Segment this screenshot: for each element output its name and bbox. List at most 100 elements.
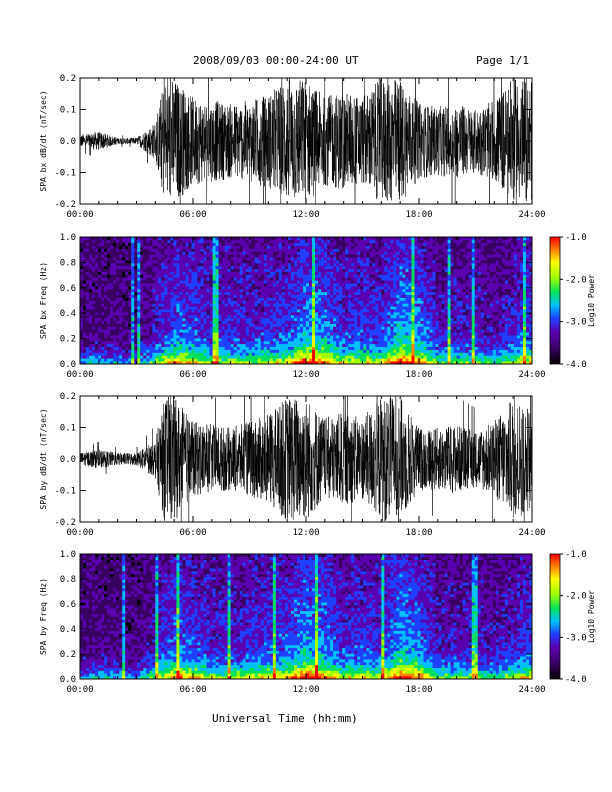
- bx-spectrogram-cell: [140, 323, 144, 327]
- bx-spectrogram-cell: [348, 274, 352, 278]
- bx-spectrogram-cell: [179, 294, 183, 298]
- bx-spectrogram-cell: [215, 239, 219, 244]
- bx-spectrogram-cell: [224, 297, 228, 301]
- bx-spectrogram-cell: [369, 355, 373, 359]
- bx-spectrogram-cell: [86, 283, 90, 287]
- bx-spectrogram-cell: [284, 248, 289, 252]
- bx-spectrogram-cell: [245, 288, 250, 293]
- bx-spectrogram-cell: [239, 314, 244, 319]
- bx-spectrogram-cell: [158, 262, 162, 267]
- bx-spectrogram-cell: [363, 358, 367, 362]
- bx-spectrogram-cell: [375, 280, 379, 284]
- bx-spectrogram-cell: [80, 303, 84, 307]
- bx-spectrogram-cell: [342, 271, 346, 275]
- bx-spectrogram-cell: [369, 251, 373, 255]
- bx-spectrogram-cell: [227, 326, 231, 330]
- bx-spectrogram-cell: [312, 329, 316, 333]
- bx-spectrogram-cell: [92, 257, 96, 261]
- bx-spectrogram-cell: [360, 286, 364, 290]
- bx-spectrogram-cell: [110, 245, 114, 249]
- bx-spectrogram-cell: [260, 338, 265, 342]
- bx-spectrogram-cell: [333, 254, 337, 258]
- bx-spectrogram-cell: [236, 245, 240, 249]
- bx-spectrogram-cell: [212, 303, 216, 307]
- bx-spectrogram-cell: [113, 297, 117, 301]
- bx-spectrogram-cell: [218, 274, 222, 278]
- bx-spectrogram-cell: [254, 280, 259, 284]
- bx-spectrogram-cell: [92, 338, 96, 342]
- bx-spectrogram-cell: [83, 242, 87, 246]
- bx-spectrogram-cell: [95, 335, 99, 339]
- bx-spectrogram-cell: [194, 274, 198, 278]
- bx-spectrogram-cell: [167, 262, 171, 267]
- bx-spectrogram-cell: [215, 237, 219, 241]
- bx-spectrogram-cell: [230, 286, 234, 290]
- bx-spectrogram-cell: [306, 361, 310, 365]
- bx-spectrogram-cell: [360, 280, 364, 284]
- bx-spectrogram-cell: [98, 245, 102, 249]
- bx-spectrogram-cell: [411, 335, 415, 339]
- bx-spectrogram-cell: [309, 309, 313, 313]
- bx-spectrogram-cell: [227, 349, 231, 353]
- bx-spectrogram-cell: [393, 262, 397, 267]
- bx-spectrogram-cell: [212, 309, 216, 313]
- bx-spectrogram-cell: [381, 271, 385, 275]
- bx-spectrogram-cell: [215, 312, 219, 316]
- bx-spectrogram-cell: [170, 358, 174, 362]
- bx-spectrogram-cell: [251, 265, 256, 270]
- bx-spectrogram-cell: [408, 248, 412, 252]
- bx-spectrogram-cell: [251, 309, 256, 313]
- bx-spectrogram-cell: [170, 271, 174, 275]
- bx-spectrogram-cell: [366, 254, 370, 258]
- bx-spectrogram-cell: [212, 317, 216, 322]
- bx-spectrogram-cell: [125, 312, 129, 316]
- bx-spectrogram-cell: [263, 314, 268, 319]
- bx-spectrogram-cell: [287, 239, 292, 244]
- bx-spectrogram-cell: [161, 271, 165, 275]
- bx-spectrogram-cell: [366, 340, 370, 345]
- bx-spectrogram-cell: [191, 300, 195, 304]
- bx-spectrogram-cell: [176, 312, 180, 316]
- bx-spectrogram-cell: [107, 239, 111, 244]
- bx-spectrogram-cell: [387, 251, 391, 255]
- bx-spectrogram-cell: [263, 268, 268, 272]
- bx-spectrogram-cell: [327, 277, 331, 281]
- bx-spectrogram-cell: [293, 352, 298, 356]
- bx-spectrogram-cell: [354, 294, 358, 298]
- bx-spectrogram-cell: [188, 312, 192, 316]
- bx-spectrogram-cell: [185, 317, 189, 322]
- bx-spectrogram-cell: [200, 306, 204, 310]
- bx-spectrogram-cell: [188, 358, 192, 362]
- bx-spectrogram-cell: [369, 239, 373, 244]
- bx-spectrogram-cell: [137, 349, 141, 353]
- bx-spectrogram-cell: [357, 309, 361, 313]
- bx-spectrogram-cell: [242, 248, 247, 252]
- bx-spectrogram-cell: [281, 271, 286, 275]
- bx-spectrogram-cell: [351, 349, 355, 353]
- bx-spectrogram-cell: [164, 291, 168, 296]
- bx-spectrogram-cell: [393, 306, 397, 310]
- bx-spectrogram-cell: [287, 286, 292, 290]
- bx-spectrogram-cell: [296, 283, 301, 287]
- bx-spectrogram-cell: [390, 288, 394, 293]
- bx-spectrogram-cell: [408, 358, 412, 362]
- bx-spectrogram-cell: [179, 355, 183, 359]
- bx-spectrogram-cell: [83, 260, 87, 264]
- bx-spectrogram-cell: [248, 326, 253, 330]
- bx-spectrogram-cell: [131, 245, 135, 249]
- bx-spectrogram-cell: [414, 312, 418, 316]
- bx-spectrogram-cell: [381, 320, 385, 324]
- bx-spectrogram-cell: [393, 286, 397, 290]
- bx-spectrogram-cell: [336, 309, 340, 313]
- bx-spectrogram-cell: [86, 346, 90, 350]
- bx-spectrogram-cell: [306, 242, 310, 246]
- bx-spectrogram-cell: [80, 346, 84, 350]
- bx-spectrogram-cell: [110, 288, 114, 293]
- bx-spectrogram-cell: [309, 286, 313, 290]
- bx-spectrogram-cell: [134, 242, 138, 246]
- bx-spectrogram-cell: [293, 340, 298, 345]
- bx-spectrogram-cell: [284, 320, 289, 324]
- bx-spectrogram-cell: [336, 300, 340, 304]
- bx-spectrogram-cell: [131, 317, 135, 322]
- bx-spectrogram-cell: [345, 349, 349, 353]
